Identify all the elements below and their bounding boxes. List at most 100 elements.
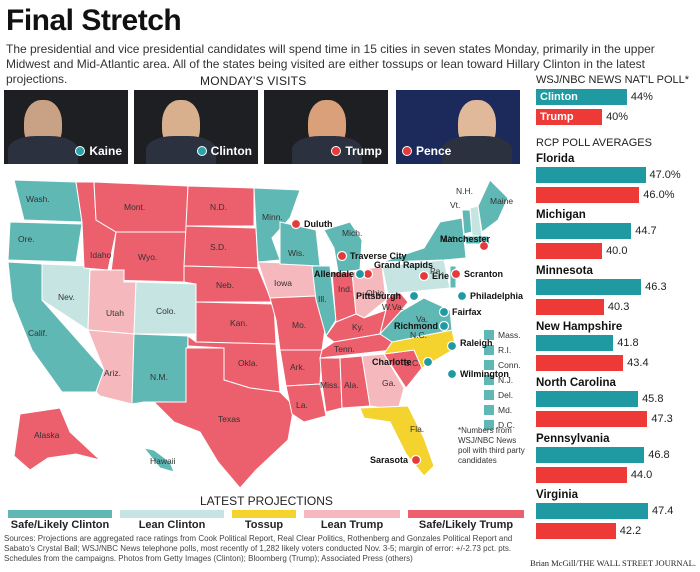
state-label: Utah bbox=[106, 308, 124, 318]
rcp-trump-value: 47.3 bbox=[651, 413, 673, 425]
us-map: Mass. R.I. Conn. N.J. Del. Md. D.C. Wash… bbox=[4, 170, 528, 490]
photo-pence: Pence bbox=[396, 90, 520, 164]
rcp-heading: RCP POLL AVERAGES bbox=[536, 137, 652, 149]
state-label: Wyo. bbox=[138, 252, 157, 262]
city-label: Allendale bbox=[314, 269, 354, 279]
national-trump-value: 40% bbox=[606, 111, 629, 123]
rcp-state-name: New Hampshire bbox=[536, 321, 623, 333]
state-label: Alaska bbox=[34, 430, 60, 440]
rcp-clinton-row: 41.8 bbox=[536, 335, 696, 353]
rcp-clinton-row: 44.7 bbox=[536, 223, 696, 241]
state-label: Texas bbox=[218, 414, 240, 424]
state-label: Kan. bbox=[230, 318, 248, 328]
city-label: Grand Rapids bbox=[374, 260, 433, 270]
state-or bbox=[7, 221, 83, 263]
rcp-clinton-row: 46.3 bbox=[536, 279, 696, 297]
projection-legend: Safe/Likely Clinton Lean Clinton Tossup … bbox=[8, 510, 528, 532]
rcp-state-name: Minnesota bbox=[536, 265, 593, 277]
state-label: N.C. bbox=[410, 330, 427, 340]
small-state-label: N.J. bbox=[498, 375, 513, 385]
rcp-clinton-bar bbox=[536, 279, 642, 295]
state-mn bbox=[253, 187, 301, 263]
city-label: Pittsburgh bbox=[356, 291, 401, 301]
rcp-trump-value: 46.0% bbox=[643, 189, 675, 201]
state-label: Okla. bbox=[238, 358, 258, 368]
small-state-label: Del. bbox=[498, 390, 513, 400]
national-trump-row: Trump 40% bbox=[536, 109, 696, 127]
national-poll-heading: WSJ/NBC NEWS NAT'L POLL* bbox=[536, 74, 690, 86]
rcp-state-name: Pennsylvania bbox=[536, 433, 610, 445]
rcp-trump-row: 43.4 bbox=[536, 355, 696, 373]
photo-label: Kaine bbox=[89, 144, 122, 158]
photo-kaine: Kaine bbox=[4, 90, 128, 164]
rcp-state-name: Michigan bbox=[536, 209, 586, 221]
state-ms bbox=[319, 357, 343, 413]
state-label: Va. bbox=[416, 314, 428, 324]
rcp-clinton-value: 44.7 bbox=[635, 225, 657, 237]
photo-label: Clinton bbox=[210, 144, 252, 158]
state-ga bbox=[361, 353, 405, 411]
small-state-label: Mass. bbox=[498, 330, 521, 340]
state-label: La. bbox=[296, 400, 308, 410]
visits-heading: MONDAY'S VISITS bbox=[200, 74, 307, 88]
city-marker bbox=[418, 270, 430, 282]
rcp-trump-row: 40.0 bbox=[536, 243, 696, 261]
city-label: Traverse City bbox=[350, 251, 407, 261]
rcp-trump-row: 42.2 bbox=[536, 523, 696, 541]
rcp-clinton-bar bbox=[536, 503, 648, 519]
small-state-label: R.I. bbox=[498, 345, 511, 355]
state-ak bbox=[13, 407, 102, 471]
photo-label: Pence bbox=[416, 144, 452, 158]
state-label: Colo. bbox=[156, 306, 176, 316]
trump-marker-icon bbox=[331, 146, 342, 156]
state-fl bbox=[359, 405, 435, 477]
state-label: Mont. bbox=[124, 202, 145, 212]
state-label: W.Va. bbox=[382, 302, 404, 312]
legend-label: Tossup bbox=[244, 519, 284, 531]
national-clinton-row: Clinton 44% bbox=[536, 89, 696, 107]
rcp-clinton-row: 47.4 bbox=[536, 503, 696, 521]
state-label: Maine bbox=[490, 196, 513, 206]
city-marker bbox=[422, 356, 434, 368]
state-label: Ariz. bbox=[104, 368, 121, 378]
rcp-trump-bar bbox=[536, 467, 627, 483]
state-label: Calif. bbox=[28, 328, 47, 338]
intro-text: The presidential and vice presidential c… bbox=[6, 42, 655, 86]
rcp-trump-bar bbox=[536, 187, 640, 203]
page-title: Final Stretch bbox=[6, 4, 182, 37]
state-label: Mo. bbox=[292, 320, 306, 330]
small-states-legend: Mass. R.I. Conn. N.J. Del. Md. D.C. bbox=[484, 330, 521, 430]
rcp-clinton-bar bbox=[536, 391, 639, 407]
rcp-clinton-value: 47.0% bbox=[649, 169, 681, 181]
national-trump-bar: Trump bbox=[536, 109, 603, 125]
state-label: Hawaii bbox=[150, 456, 176, 466]
rcp-trump-value: 42.2 bbox=[619, 525, 642, 537]
rcp-trump-row: 44.0 bbox=[536, 467, 696, 485]
legend-swatch bbox=[232, 510, 296, 518]
rcp-state-name: Florida bbox=[536, 153, 575, 165]
state-label: Mich. bbox=[342, 228, 362, 238]
rcp-state-name: Virginia bbox=[536, 489, 578, 501]
legend-swatch bbox=[8, 510, 112, 518]
rcp-trump-value: 43.4 bbox=[627, 357, 649, 369]
photo-label: Trump bbox=[345, 144, 382, 158]
city-label: Erie bbox=[432, 271, 449, 281]
rcp-trump-value: 44.0 bbox=[630, 469, 653, 481]
state-ny bbox=[381, 217, 467, 263]
rcp-trump-bar bbox=[536, 523, 616, 539]
city-marker bbox=[456, 290, 468, 302]
rcp-clinton-bar bbox=[536, 447, 645, 463]
city-label: Wilmington bbox=[460, 369, 509, 379]
small-state-label: Conn. bbox=[498, 360, 521, 370]
state-label: Idaho bbox=[90, 250, 112, 260]
city-marker bbox=[446, 368, 458, 380]
state-label: S.D. bbox=[210, 242, 227, 252]
city-label: Charlotte bbox=[372, 357, 412, 367]
clinton-marker-icon bbox=[196, 146, 207, 156]
legend-swatch bbox=[120, 510, 224, 518]
legend-swatch bbox=[408, 510, 524, 518]
city-label: Scranton bbox=[464, 269, 503, 279]
rcp-trump-value: 40.0 bbox=[606, 245, 628, 257]
city-markers: Duluth Traverse City Grand Rapids Allend… bbox=[290, 218, 524, 466]
rcp-clinton-value: 41.8 bbox=[617, 337, 639, 349]
